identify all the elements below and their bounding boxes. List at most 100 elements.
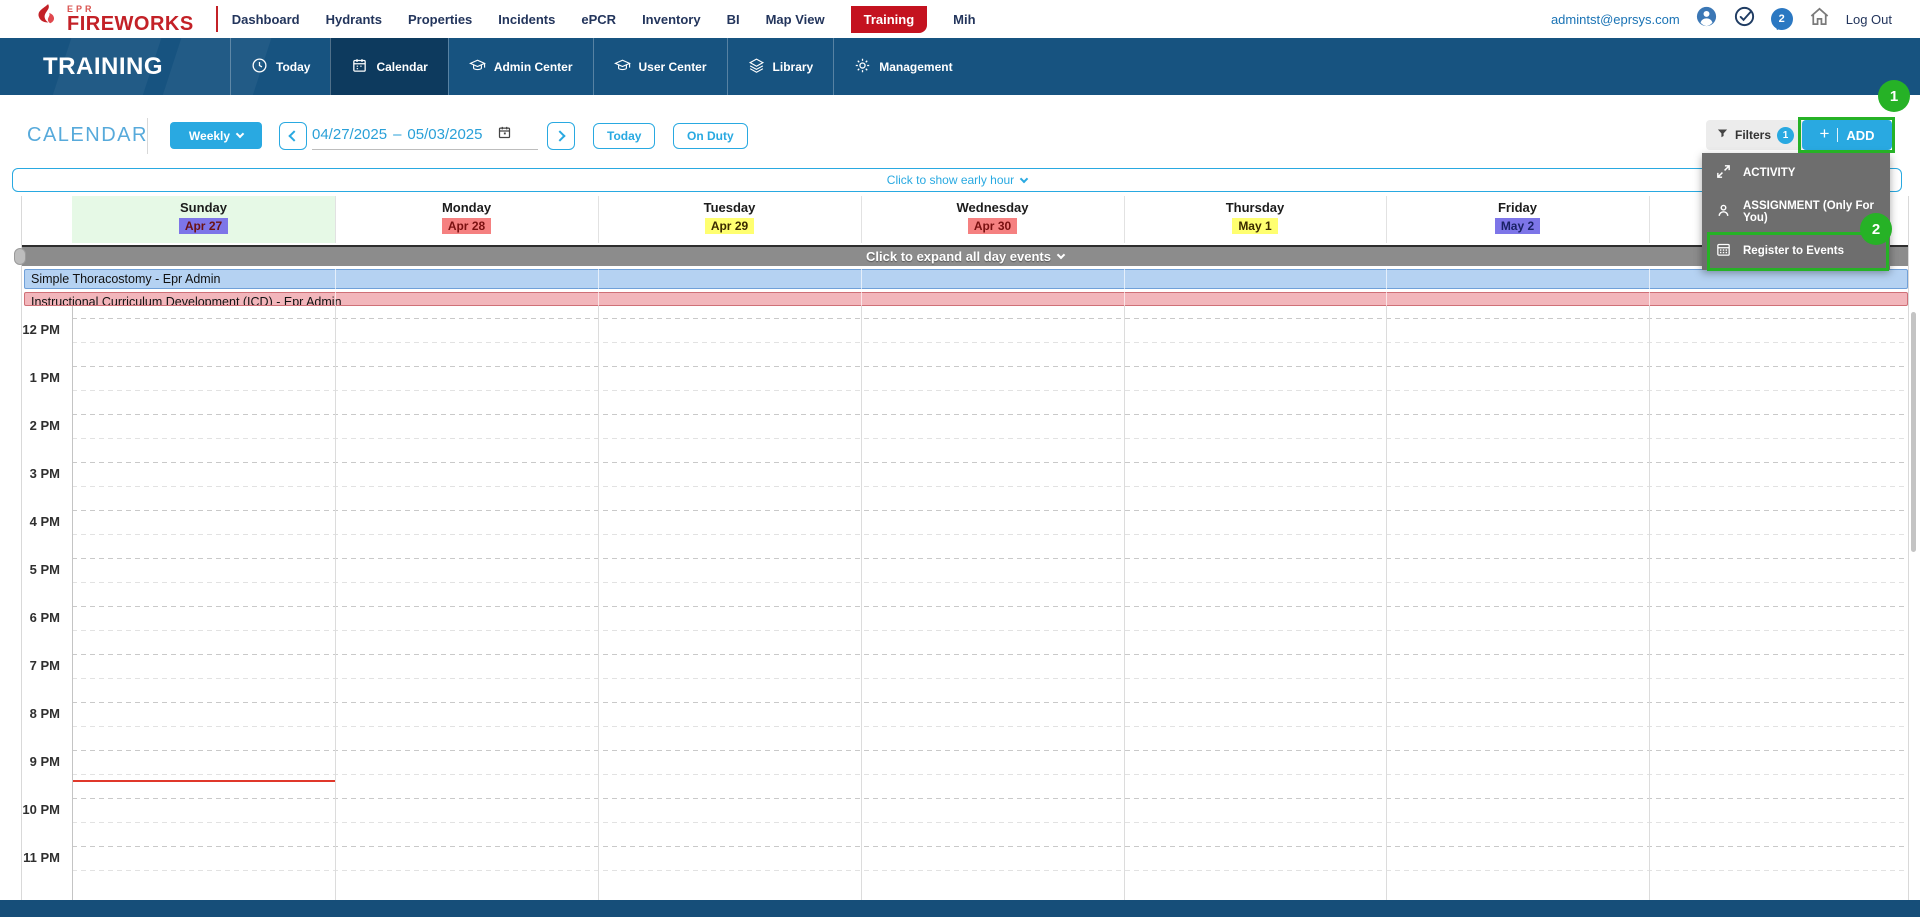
hour-label-3pm: 3 PM bbox=[29, 466, 60, 481]
all-day-event-simple-thoracostomy[interactable]: Simple Thoracostomy - Epr Admin bbox=[24, 269, 1908, 289]
date-range-separator: – bbox=[393, 126, 402, 143]
nav-item-incidents[interactable]: Incidents bbox=[498, 11, 556, 27]
module-nav-bar: TRAINING Today Calendar Admin Center Use… bbox=[0, 38, 1920, 95]
add-button[interactable]: + ADD bbox=[1802, 120, 1892, 150]
time-grid[interactable] bbox=[72, 318, 1908, 894]
hour-label-11pm: 11 PM bbox=[23, 850, 60, 865]
brand-divider bbox=[215, 6, 218, 32]
day-header-thursday[interactable]: Thursday May 1 bbox=[1124, 196, 1386, 243]
notifications-chat-icon[interactable]: 2 bbox=[1770, 8, 1793, 30]
all-day-event-icd[interactable]: Instructional Curriculum Development (IC… bbox=[24, 292, 1908, 306]
module-item-user-center[interactable]: User Center bbox=[592, 38, 727, 95]
nav-item-mih[interactable]: Mih bbox=[953, 11, 976, 27]
module-item-management[interactable]: Management bbox=[833, 38, 972, 95]
module-item-calendar[interactable]: Calendar bbox=[330, 38, 448, 95]
view-select-dropdown[interactable]: Weekly bbox=[170, 122, 262, 149]
expand-all-day-bar[interactable]: Click to expand all day events bbox=[22, 245, 1908, 266]
grid-right-edge bbox=[1908, 196, 1909, 900]
page-footer-bar bbox=[0, 900, 1920, 917]
day-header-tuesday[interactable]: Tuesday Apr 29 bbox=[598, 196, 861, 243]
day-name: Sunday bbox=[180, 200, 227, 215]
grid-column-line bbox=[335, 306, 336, 900]
on-duty-button[interactable]: On Duty bbox=[673, 123, 748, 149]
hour-label-9pm: 9 PM bbox=[29, 754, 60, 769]
day-header-monday[interactable]: Monday Apr 28 bbox=[335, 196, 598, 243]
home-icon[interactable] bbox=[1808, 5, 1831, 33]
brand-logo[interactable]: EPR FIREWORKS bbox=[0, 3, 194, 36]
day-date-badge: Apr 28 bbox=[441, 218, 492, 234]
day-date-badge: Apr 27 bbox=[178, 218, 229, 234]
day-header-friday[interactable]: Friday May 2 bbox=[1386, 196, 1649, 243]
menu-item-assignment[interactable]: ASSIGNMENT (Only For You) bbox=[1702, 192, 1890, 231]
nav-item-properties[interactable]: Properties bbox=[407, 11, 473, 27]
flame-logo-icon bbox=[34, 3, 60, 36]
header-column-divider bbox=[335, 196, 336, 243]
grid-column-line bbox=[1386, 306, 1387, 900]
library-layers-icon bbox=[748, 57, 765, 77]
menu-item-label: Register to Events bbox=[1743, 244, 1844, 257]
grid-column-line bbox=[598, 306, 599, 900]
top-nav: EPR FIREWORKS Dashboard Hydrants Propert… bbox=[0, 0, 1920, 38]
show-early-hour-bar[interactable]: Click to show early hour bbox=[12, 168, 1902, 192]
view-select-value: Weekly bbox=[188, 128, 231, 143]
module-menu: Today Calendar Admin Center User Center … bbox=[230, 38, 973, 95]
tasks-check-icon[interactable] bbox=[1733, 5, 1756, 33]
hour-label-1pm: 1 PM bbox=[29, 370, 60, 385]
event-title: Instructional Curriculum Development (IC… bbox=[31, 295, 342, 306]
day-name: Friday bbox=[1497, 200, 1537, 215]
filters-button[interactable]: Filters 1 bbox=[1706, 120, 1805, 150]
prev-week-button[interactable] bbox=[279, 122, 307, 150]
logout-button[interactable]: Log Out bbox=[1845, 11, 1892, 27]
hour-label-10pm: 10 PM bbox=[22, 802, 60, 817]
expand-all-day-label: Click to expand all day events bbox=[866, 249, 1051, 264]
header-column-divider bbox=[1124, 196, 1125, 243]
nav-item-inventory[interactable]: Inventory bbox=[642, 11, 701, 27]
menu-item-activity[interactable]: ACTIVITY bbox=[1702, 153, 1890, 192]
module-item-admin-center[interactable]: Admin Center bbox=[447, 38, 593, 95]
calendar-picker-icon[interactable] bbox=[497, 125, 512, 144]
date-range-picker[interactable]: 04/27/2025 – 05/03/2025 bbox=[312, 120, 538, 150]
account-avatar-icon[interactable] bbox=[1695, 5, 1718, 33]
today-button[interactable]: Today bbox=[593, 123, 656, 149]
hour-label-12pm: 12 PM bbox=[22, 322, 60, 337]
module-item-label: Management bbox=[879, 59, 953, 74]
brand-name-text: FIREWORKS bbox=[67, 12, 194, 35]
grid-column-line bbox=[861, 306, 862, 900]
chevron-left-icon bbox=[288, 130, 300, 142]
nav-item-training[interactable]: Training bbox=[850, 5, 928, 33]
module-item-label: Calendar bbox=[376, 59, 428, 74]
brand-epr-text: EPR bbox=[67, 3, 95, 14]
all-day-column-separator bbox=[1649, 269, 1650, 306]
module-item-library[interactable]: Library bbox=[726, 38, 834, 95]
nav-item-dashboard[interactable]: Dashboard bbox=[231, 11, 300, 27]
menu-item-label: ACTIVITY bbox=[1743, 166, 1796, 179]
calendar-icon bbox=[351, 57, 368, 77]
all-day-column-separator bbox=[861, 269, 862, 306]
main-menu: Dashboard Hydrants Properties Incidents … bbox=[231, 5, 976, 33]
day-header-sunday[interactable]: Sunday Apr 27 bbox=[72, 196, 335, 243]
plus-icon: + bbox=[1819, 124, 1830, 143]
nav-item-map-view[interactable]: Map View bbox=[765, 11, 825, 27]
nav-item-hydrants[interactable]: Hydrants bbox=[325, 11, 382, 27]
day-date-badge: Apr 29 bbox=[704, 218, 755, 234]
hour-label-8pm: 8 PM bbox=[29, 706, 60, 721]
all-day-drag-handle[interactable] bbox=[14, 248, 26, 265]
person-icon bbox=[1715, 202, 1732, 222]
day-date-badge: May 2 bbox=[1494, 218, 1541, 234]
day-header-wednesday[interactable]: Wednesday Apr 30 bbox=[861, 196, 1124, 243]
page-title: CALENDAR bbox=[27, 124, 148, 146]
hour-label-4pm: 4 PM bbox=[29, 514, 60, 529]
next-week-button[interactable] bbox=[547, 122, 575, 150]
module-item-today[interactable]: Today bbox=[230, 38, 330, 95]
show-early-hour-label: Click to show early hour bbox=[886, 173, 1015, 187]
day-date-badge: Apr 30 bbox=[967, 218, 1018, 234]
user-email[interactable]: admintst@eprsys.com bbox=[1550, 11, 1680, 27]
all-day-column-separator bbox=[1386, 269, 1387, 306]
day-date-badge: May 1 bbox=[1232, 218, 1278, 234]
nav-item-bi[interactable]: BI bbox=[726, 11, 740, 27]
menu-item-register-to-events[interactable]: Register to Events bbox=[1702, 231, 1890, 270]
nav-item-epcr[interactable]: ePCR bbox=[581, 11, 617, 27]
header-column-divider bbox=[1386, 196, 1387, 243]
chevron-right-icon bbox=[554, 130, 566, 142]
vertical-scrollbar[interactable] bbox=[1911, 312, 1916, 552]
